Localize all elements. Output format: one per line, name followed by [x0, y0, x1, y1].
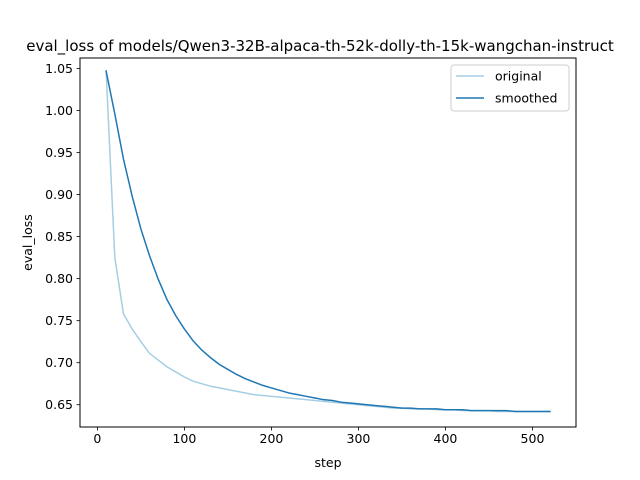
x-tick-label: 100	[172, 431, 196, 446]
series-line-smoothed	[105, 70, 551, 413]
x-tick-label: 200	[260, 431, 284, 446]
y-axis-label: eval_loss	[20, 214, 35, 271]
x-tick-label: 400	[434, 431, 458, 446]
y-tick-label: 0.80	[45, 271, 73, 286]
plot-area	[79, 57, 577, 428]
y-tick-label: 0.95	[45, 145, 73, 160]
y-axis: 0.65 0.70 0.75 0.80 0.85 0.90 0.95 1.00 1.05	[45, 61, 80, 412]
y-tick-label: 0.85	[45, 229, 73, 244]
y-tick-label: 0.90	[45, 187, 73, 202]
y-tick-label: 0.65	[45, 397, 73, 412]
legend: original smoothed	[450, 64, 570, 112]
x-tick-label: 300	[347, 431, 371, 446]
x-tick-label: 500	[521, 431, 545, 446]
y-tick-label: 1.00	[45, 103, 73, 118]
axes-frame	[79, 57, 577, 428]
x-tick-label: 0	[93, 431, 101, 446]
x-axis-label: step	[314, 455, 341, 470]
axes-background	[80, 58, 576, 427]
chart-title: eval_loss of models/Qwen3-32B-alpaca-th-…	[26, 37, 614, 56]
legend-label-original: original	[495, 69, 542, 84]
y-tick-label: 0.70	[45, 355, 73, 370]
x-axis: 0 100 200 300 400 500	[93, 427, 544, 446]
y-tick-label: 0.75	[45, 313, 73, 328]
y-tick-label: 1.05	[45, 61, 73, 76]
series-layer	[105, 70, 551, 413]
legend-label-smoothed: smoothed	[495, 91, 557, 106]
